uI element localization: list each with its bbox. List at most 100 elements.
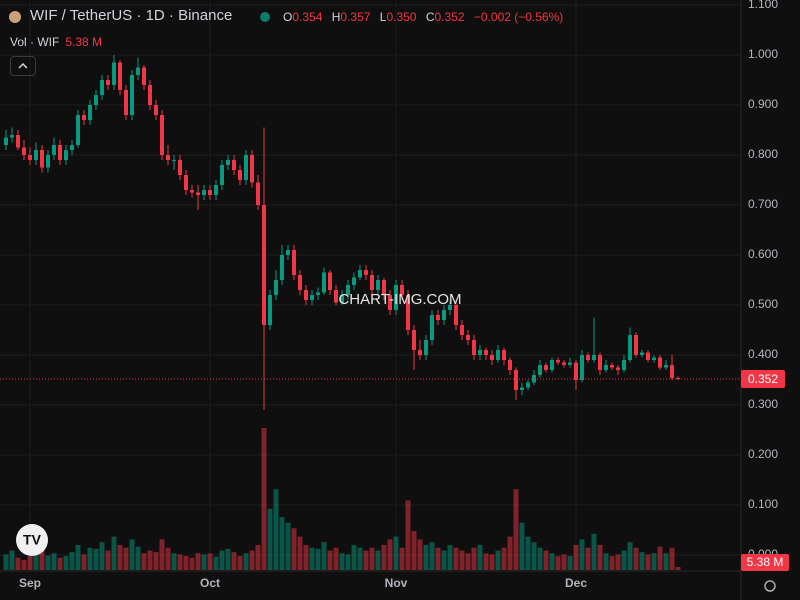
candle-body [100, 80, 104, 95]
volume-bar [279, 517, 285, 570]
candle-body [244, 155, 248, 180]
volume-value: 5.38 M [65, 35, 103, 49]
open-label: O [283, 10, 293, 24]
volume-bar [591, 533, 597, 570]
candle-body [250, 155, 254, 183]
candle-body [646, 352, 650, 360]
volume-bar [429, 542, 435, 570]
candle-body [310, 295, 314, 300]
volume-bar [171, 553, 177, 570]
volume-bar [579, 539, 585, 570]
volume-bar [441, 550, 447, 570]
volume-bar [399, 547, 405, 570]
candle-body [634, 335, 638, 355]
candle-body [184, 175, 188, 190]
volume-bar [483, 553, 489, 570]
candle-body [292, 250, 296, 275]
candle-body [34, 150, 38, 160]
candle-body [196, 192, 200, 195]
candle-body [148, 85, 152, 105]
candle-body [598, 355, 602, 370]
candle-body [508, 360, 512, 370]
candle-body [454, 305, 458, 325]
volume-bar [111, 536, 117, 570]
y-tick-label: 0.300 [748, 397, 778, 411]
volume-bar [243, 553, 249, 570]
logo [16, 524, 48, 556]
volume-bar [237, 556, 243, 570]
volume-bar [525, 536, 531, 570]
volume-bar [201, 554, 207, 570]
candle-body [520, 387, 524, 390]
volume-bar [207, 553, 213, 570]
symbol-title: WIF / TetherUS · 1D · Binance [30, 7, 233, 24]
volume-bar [87, 547, 93, 570]
volume-bar [417, 539, 423, 570]
collapse-button[interactable] [10, 56, 36, 76]
candle-body [172, 160, 176, 161]
candle-body [82, 115, 86, 120]
candle-body [478, 350, 482, 355]
volume-bar [507, 536, 513, 570]
volume-bar [585, 547, 591, 570]
volume-bar [345, 554, 351, 570]
candle-body [112, 62, 116, 85]
volume-bar [645, 554, 651, 570]
volume-bar [573, 544, 579, 570]
low-label: L [379, 10, 387, 24]
candle-body [52, 145, 56, 155]
volume-bar [453, 547, 459, 570]
candle-body [304, 290, 308, 300]
candle-body [394, 285, 398, 310]
candle-body [286, 250, 290, 255]
volume-bar [291, 528, 297, 570]
candle-body [640, 352, 644, 355]
volume-legend: Vol · WIF 5.38 M [10, 35, 102, 49]
candle-body [22, 147, 26, 155]
x-tick-label: Oct [200, 576, 220, 590]
volume-bar [627, 542, 633, 570]
volume-tag-label: 5.38 M [747, 555, 784, 569]
y-tick-label: 0.100 [748, 497, 778, 511]
volume-bar [123, 547, 129, 570]
candle-body [382, 280, 386, 295]
last-price-label: 0.352 [748, 372, 778, 386]
volume-tag [741, 554, 789, 571]
candle-body [658, 357, 662, 368]
candle-body [436, 315, 440, 320]
volume-bar [333, 547, 339, 570]
volume-bar [69, 552, 75, 570]
volume-bar [357, 547, 363, 570]
candle-body [166, 155, 170, 160]
volume-bar [33, 553, 39, 570]
volume-bar [477, 544, 483, 570]
volume-bar [609, 556, 615, 570]
volume-bar [105, 550, 111, 570]
candle-body [64, 150, 68, 160]
y-tick-label: 0.600 [748, 247, 778, 261]
candle-body [574, 362, 578, 380]
volume-bar [213, 556, 219, 570]
volume-bar [75, 544, 81, 570]
candle-body [124, 90, 128, 115]
candle-body [610, 365, 614, 368]
candle-body [256, 182, 260, 205]
candle-body [514, 370, 518, 390]
watermark: CHART-IMG.COM [338, 291, 461, 308]
volume-bar [225, 548, 231, 570]
y-tick-label: 0.400 [748, 347, 778, 361]
volume-bar [303, 544, 309, 570]
close-value: 0.352 [434, 10, 465, 24]
status-dot [260, 12, 270, 22]
candle-body [340, 295, 344, 303]
settings-icon[interactable] [764, 580, 776, 592]
volume-bar [9, 550, 15, 570]
volume-bar [165, 547, 171, 570]
candle-body [592, 355, 596, 360]
volume-title: Vol · WIF [10, 35, 60, 49]
volume-bar [465, 553, 471, 570]
volume-bar [621, 550, 627, 570]
candle-body [466, 335, 470, 340]
candle-body [40, 150, 44, 168]
candle-body [58, 145, 62, 160]
